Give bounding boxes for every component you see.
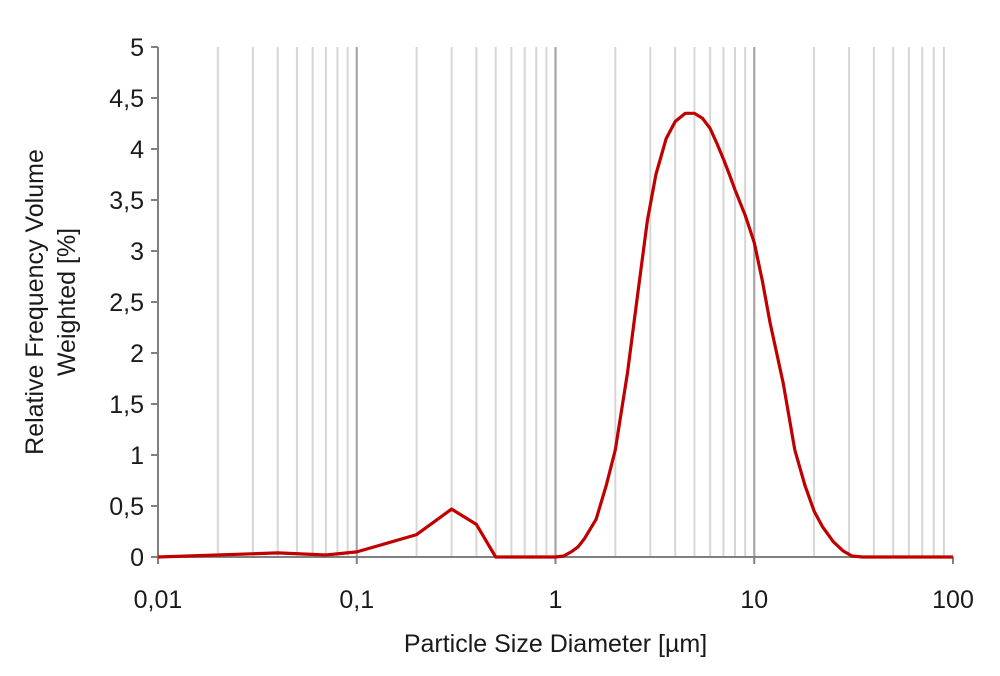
y-tick-label: 5 — [130, 34, 144, 62]
distribution-line — [157, 111, 953, 559]
x-axis-title: Particle Size Diameter [µm] — [404, 630, 707, 658]
y-tick-label: 0,5 — [109, 493, 144, 521]
y-tick-label: 1,5 — [109, 391, 144, 419]
x-tick-label: 10 — [740, 586, 768, 614]
y-axis-tick-labels: 0 0,5 1 1,5 2 2,5 3 3,5 4 4,5 5 — [109, 34, 144, 572]
y-tick-label: 0 — [130, 544, 144, 572]
y-tick-label: 2 — [130, 340, 144, 368]
x-tick-label: 0,1 — [339, 586, 374, 614]
x-tick-label: 0,01 — [134, 586, 183, 614]
y-tick-label: 4 — [130, 136, 144, 164]
y-axis-title-line-2: Weighted [%] — [53, 228, 81, 376]
y-tick-label: 1 — [130, 442, 144, 470]
x-tick-label: 100 — [932, 586, 974, 614]
axis-tick-marks — [151, 46, 954, 564]
y-tick-label: 3 — [130, 238, 144, 266]
vertical-gridlines — [216, 47, 945, 557]
y-axis-title-line-1: Relative Frequency Volume — [21, 149, 49, 455]
y-tick-label: 2,5 — [109, 289, 144, 317]
x-axis-tick-labels: 0,01 0,1 1 10 100 — [134, 586, 974, 614]
y-tick-label: 4,5 — [109, 85, 144, 113]
y-tick-label: 3,5 — [109, 187, 144, 215]
x-tick-label: 1 — [549, 586, 563, 614]
